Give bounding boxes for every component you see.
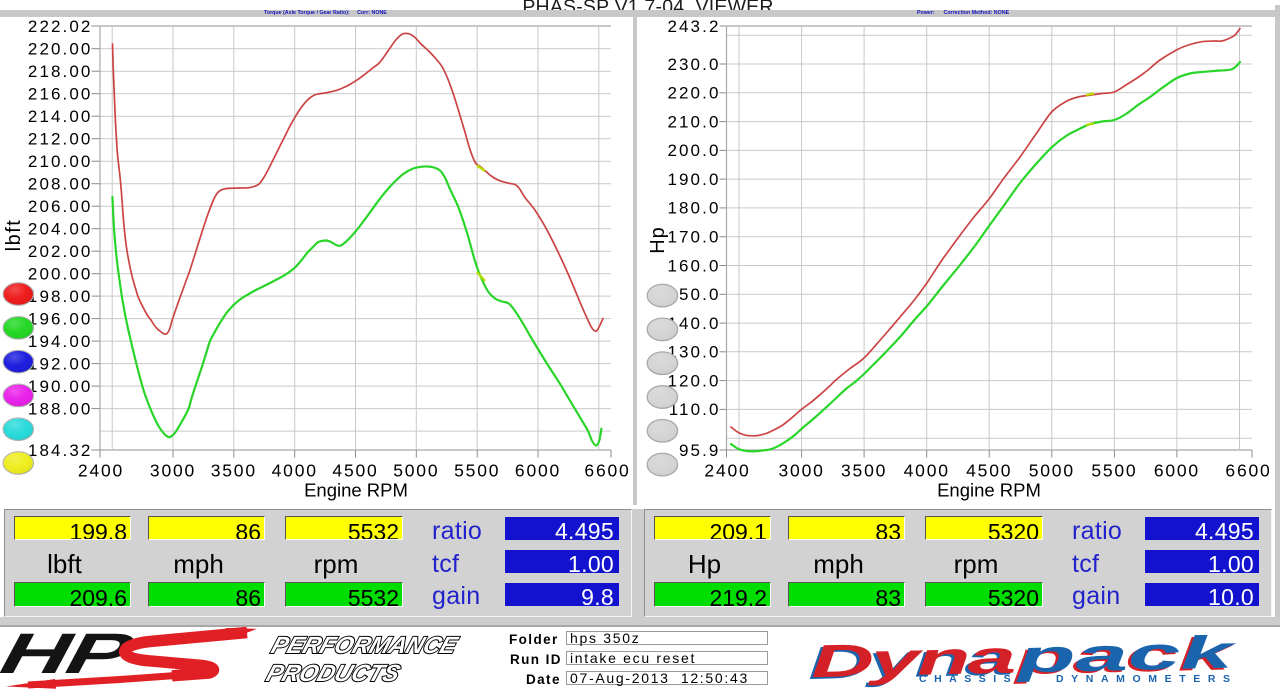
svg-text:210.0: 210.0 [667,112,720,131]
svg-text:Dyna: Dyna [810,631,1014,687]
svg-text:4000: 4000 [272,461,318,481]
svg-text:5000: 5000 [1029,461,1075,481]
svg-text:5500: 5500 [1091,461,1137,481]
svg-text:208.00: 208.00 [28,175,93,194]
svg-text:5500: 5500 [454,461,500,481]
svg-text:222.02: 222.02 [28,17,93,36]
svg-text:PERFORMANCE: PERFORMANCE [268,633,462,659]
svg-text:230.0: 230.0 [667,55,720,74]
svg-text:CHASSIS: CHASSIS [919,673,1018,685]
svg-text:200.0: 200.0 [667,141,720,160]
svg-text:180.0: 180.0 [667,199,720,218]
svg-text:150.0: 150.0 [667,285,720,304]
svg-text:Engine RPM: Engine RPM [937,480,1041,501]
svg-text:220.00: 220.00 [28,40,93,59]
svg-text:lbft: lbft [3,219,25,252]
svg-text:3000: 3000 [779,461,825,481]
svg-text:130.0: 130.0 [667,343,720,362]
svg-text:Dyna: Dyna [807,633,1011,689]
svg-text:6600: 6600 [584,461,630,481]
svg-text:192.00: 192.00 [28,354,93,373]
svg-text:216.00: 216.00 [28,85,93,104]
svg-text:6000: 6000 [1154,461,1200,481]
svg-text:140.0: 140.0 [667,314,720,333]
svg-text:4500: 4500 [332,461,378,481]
svg-text:194.00: 194.00 [28,332,93,351]
svg-text:2400: 2400 [78,461,124,481]
svg-text:188.00: 188.00 [28,399,93,418]
svg-text:3000: 3000 [150,461,196,481]
svg-text:2400: 2400 [704,461,750,481]
svg-text:202.00: 202.00 [28,242,93,261]
svg-text:PRODUCTS: PRODUCTS [263,661,403,687]
svg-text:196.00: 196.00 [28,309,93,328]
svg-text:3500: 3500 [211,461,257,481]
svg-text:95.9: 95.9 [679,441,721,460]
svg-text:170.0: 170.0 [667,228,720,247]
svg-text:210.00: 210.00 [28,152,93,171]
svg-text:120.0: 120.0 [667,371,720,390]
svg-text:212.00: 212.00 [28,130,93,149]
svg-text:DYNAMOMETERS: DYNAMOMETERS [1056,673,1238,685]
svg-text:206.00: 206.00 [28,197,93,216]
svg-text:184.32: 184.32 [28,441,93,460]
svg-text:Engine RPM: Engine RPM [304,480,408,501]
svg-text:190.0: 190.0 [667,170,720,189]
svg-text:190.00: 190.00 [28,377,93,396]
svg-text:3500: 3500 [841,461,887,481]
svg-text:4000: 4000 [904,461,950,481]
svg-text:pack: pack [1015,626,1238,682]
svg-text:6000: 6000 [515,461,561,481]
svg-text:243.2: 243.2 [667,17,720,36]
svg-text:220.0: 220.0 [667,84,720,103]
svg-text:218.00: 218.00 [28,62,93,81]
svg-text:198.00: 198.00 [28,287,93,306]
svg-text:6600: 6600 [1225,461,1271,481]
svg-text:200.00: 200.00 [28,265,93,284]
svg-text:160.0: 160.0 [667,256,720,275]
svg-text:204.00: 204.00 [28,220,93,239]
svg-text:Hp: Hp [647,226,669,254]
svg-text:214.00: 214.00 [28,107,93,126]
svg-text:110.0: 110.0 [669,400,721,419]
svg-text:5000: 5000 [393,461,439,481]
svg-text:pack: pack [1012,628,1235,684]
svg-text:4500: 4500 [966,461,1012,481]
